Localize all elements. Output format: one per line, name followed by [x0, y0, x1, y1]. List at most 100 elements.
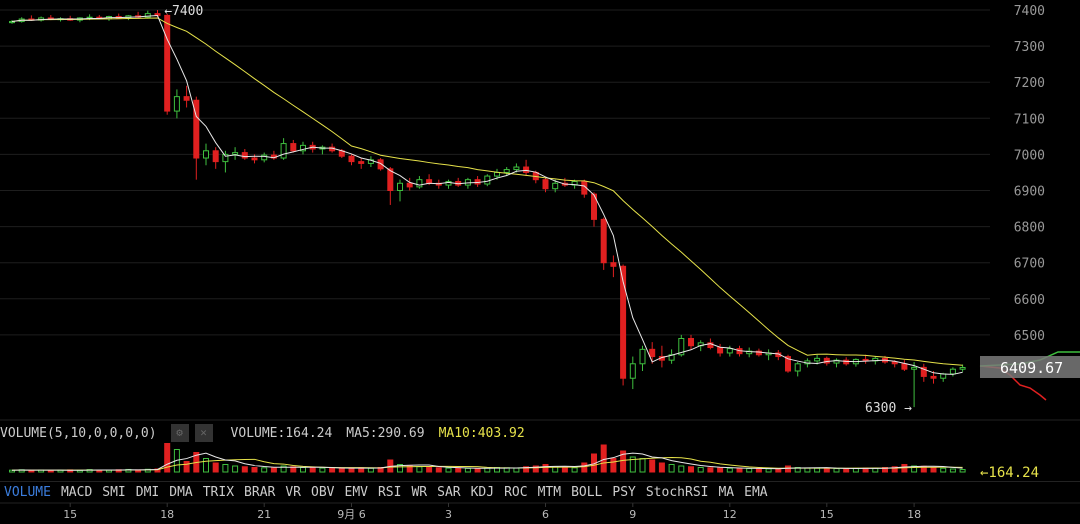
gear-icon[interactable]: ⚙: [170, 424, 189, 442]
tab-sar[interactable]: SAR: [437, 484, 461, 500]
candle-body: [794, 363, 801, 372]
candle: [193, 96, 200, 180]
ma5-value: MA5:290.69: [346, 425, 425, 441]
candle: [552, 179, 559, 193]
candle-body: [959, 367, 966, 370]
candle: [9, 20, 15, 24]
candle-body: [416, 179, 423, 188]
candle-body: [348, 155, 355, 163]
tab-mtm[interactable]: MTM: [537, 484, 562, 500]
tab-macd[interactable]: MACD: [60, 484, 93, 500]
tab-wr[interactable]: WR: [411, 484, 428, 500]
y-tick-label: 6600: [1014, 293, 1045, 308]
volume-bar: [833, 468, 840, 473]
candle-body: [649, 348, 656, 358]
volume-bar: [707, 467, 714, 473]
ma5-line: [11, 14, 963, 375]
candle-body: [387, 168, 394, 191]
tab-vr[interactable]: VR: [285, 484, 302, 500]
candle: [688, 334, 694, 350]
tab-rsi[interactable]: RSI: [377, 484, 402, 500]
candle-body: [949, 368, 956, 375]
tab-dma[interactable]: DMA: [169, 484, 193, 500]
volume-bar: [222, 464, 229, 473]
tab-brar[interactable]: BRAR: [244, 484, 276, 500]
tab-stochrsi[interactable]: StochRSI: [645, 484, 709, 500]
candle-body: [629, 363, 636, 379]
candle: [581, 179, 588, 198]
candle-body: [678, 338, 685, 356]
candle-body: [426, 179, 433, 184]
volume-bar: [251, 467, 258, 473]
candle-body: [620, 265, 627, 379]
last-price-label: 6409.67: [1000, 359, 1063, 377]
candle: [726, 345, 733, 357]
volume-bar: [329, 467, 336, 473]
candle-body: [707, 342, 714, 349]
tab-smi[interactable]: SMI: [102, 484, 126, 500]
volume-bar: [717, 467, 724, 473]
candle-body: [911, 366, 918, 370]
tab-kdj[interactable]: KDJ: [470, 484, 495, 500]
tab-emv[interactable]: EMV: [344, 484, 368, 500]
volume-bar: [911, 465, 918, 473]
candle: [911, 361, 918, 408]
volume-bar: [455, 467, 462, 473]
volume-bar: [435, 467, 442, 473]
candle: [600, 217, 607, 270]
tab-volume[interactable]: VOLUME: [4, 484, 51, 500]
tab-roc[interactable]: ROC: [504, 484, 528, 500]
volume-bar: [426, 467, 433, 473]
volume-bar: [775, 468, 782, 473]
volume-bar: [561, 467, 568, 473]
tab-ema[interactable]: EMA: [744, 484, 768, 500]
y-tick-label: 7100: [1014, 112, 1045, 127]
volume-bar: [814, 467, 821, 473]
y-tick-label: 7300: [1014, 40, 1045, 55]
candle: [377, 158, 384, 171]
volume-bar: [300, 467, 306, 473]
candle-body: [823, 357, 830, 364]
volume-bar: [474, 468, 481, 473]
x-tick-label: 6: [542, 508, 549, 521]
volume-bar: [367, 467, 374, 473]
candle-body: [241, 152, 248, 159]
tab-boll[interactable]: BOLL: [571, 484, 603, 500]
volume-bar: [319, 467, 326, 473]
candle: [290, 139, 297, 153]
candle: [67, 15, 74, 21]
y-tick-label: 6500: [1014, 329, 1045, 344]
candle-body: [406, 182, 413, 188]
tab-obv[interactable]: OBV: [311, 484, 335, 500]
candle: [561, 177, 568, 187]
x-tick-label: 18: [160, 508, 174, 521]
volume-ma5-line: [11, 452, 963, 471]
candle: [164, 13, 171, 115]
candle: [649, 342, 656, 364]
volume-bar: [959, 469, 966, 473]
volume-bar: [348, 467, 355, 473]
tab-dmi[interactable]: DMI: [135, 484, 160, 500]
candle-body: [484, 175, 491, 185]
candle-body: [901, 363, 908, 370]
volume-bar: [513, 467, 520, 473]
candle-body: [755, 350, 762, 356]
low-annotation: 6300 →: [865, 401, 912, 416]
tab-ma[interactable]: MA: [718, 484, 735, 500]
volume-bar: [882, 467, 888, 473]
y-tick-label: 6700: [1014, 257, 1045, 272]
candle: [445, 179, 452, 189]
candle: [852, 358, 859, 367]
volume-bar: [891, 466, 898, 473]
candle: [620, 264, 627, 386]
x-tick-label: 9月 6: [337, 508, 366, 521]
x-tick-label: 18: [907, 508, 921, 521]
candle-body: [542, 179, 549, 190]
close-icon[interactable]: ✕: [194, 424, 213, 442]
tab-trix[interactable]: TRIX: [202, 484, 235, 500]
tab-psy[interactable]: PSY: [612, 484, 636, 500]
candle: [755, 348, 762, 357]
volume-bar: [620, 450, 627, 473]
candle: [474, 176, 481, 187]
